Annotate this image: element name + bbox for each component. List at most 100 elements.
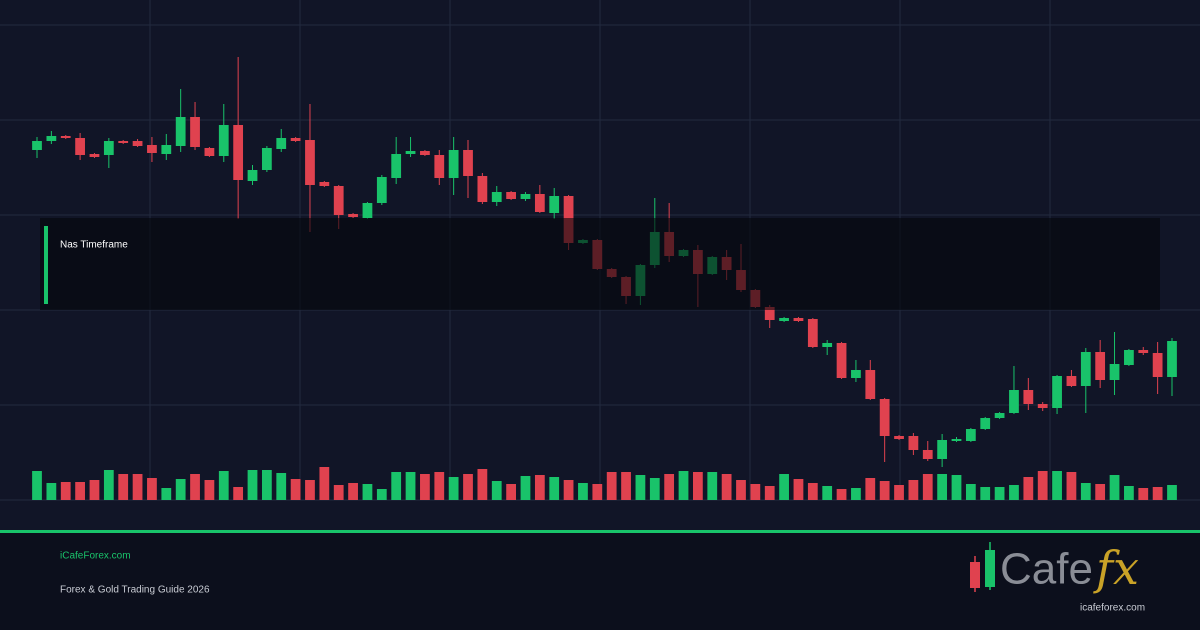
candle-body: [836, 343, 847, 378]
volume-bar: [405, 472, 416, 500]
volume-bar: [621, 472, 631, 500]
candle-body: [60, 136, 71, 138]
candle-body: [764, 307, 775, 320]
volume-bar: [1066, 472, 1077, 500]
candle-body: [506, 192, 516, 199]
candle-body: [879, 399, 890, 436]
candle-body: [822, 343, 833, 347]
volume-bar: [1080, 483, 1091, 500]
volume-bar: [736, 480, 746, 500]
volume-bar: [822, 486, 833, 500]
logo-icon: [970, 542, 995, 592]
volume-bar: [606, 472, 617, 500]
candle-body: [793, 318, 804, 321]
candle-body: [46, 136, 57, 141]
candle-body: [463, 150, 473, 176]
chart-label: Nas Timeframe: [60, 240, 128, 251]
volume-bar: [290, 479, 301, 500]
volume-bar: [161, 488, 172, 500]
volume-bar: [649, 478, 660, 500]
candle-body: [362, 203, 373, 218]
candle-body: [261, 148, 272, 170]
volume-bar: [865, 478, 876, 500]
volume-bar: [1109, 475, 1120, 500]
volume-bar: [89, 480, 100, 500]
volume-bar: [764, 486, 775, 500]
volume-bar: [549, 477, 560, 500]
candle-body: [865, 370, 876, 399]
volume-bar: [60, 482, 71, 500]
volume-bar: [75, 482, 85, 500]
volume-bar: [247, 470, 258, 500]
candle-body: [118, 141, 129, 143]
volume-bar: [1037, 471, 1048, 500]
volume-bar: [894, 485, 904, 500]
volume-bar: [204, 480, 215, 500]
volume-bar: [305, 480, 315, 500]
volume-bar: [1138, 488, 1149, 500]
volume-bar: [434, 472, 445, 500]
candle-body: [951, 439, 962, 441]
volume-bar: [664, 474, 675, 500]
volume-bar: [233, 487, 244, 500]
candle-body: [204, 148, 215, 156]
candle-body: [147, 145, 157, 153]
volume-bar: [376, 489, 387, 500]
candle-body: [1037, 404, 1048, 408]
candle-body: [75, 138, 85, 155]
volume-bar: [534, 475, 545, 500]
volume-bar: [750, 484, 761, 500]
volume-bar: [836, 489, 847, 500]
volume-bar: [980, 487, 991, 500]
candle-body: [448, 150, 459, 178]
candle-body: [1167, 341, 1177, 377]
label-accent: [44, 226, 48, 304]
volume-bar: [922, 474, 933, 500]
volume-bar: [132, 474, 143, 500]
candle-body: [103, 141, 114, 155]
volume-bar: [994, 487, 1005, 500]
volume-bar: [348, 483, 358, 500]
candle-body: [420, 151, 430, 155]
candle-body: [218, 125, 229, 156]
volume-bar: [707, 472, 718, 500]
candle-body: [161, 145, 172, 154]
divider: [0, 530, 1200, 533]
volume-bar: [693, 472, 703, 500]
logo-accent: fx: [1093, 541, 1139, 595]
candle-body: [994, 413, 1005, 418]
volume-bar: [779, 474, 789, 500]
candle-body: [376, 177, 387, 203]
volume-bar: [520, 476, 531, 500]
volume-bar: [563, 480, 574, 500]
candle-body: [937, 440, 948, 459]
volume-bar: [391, 472, 402, 500]
volume-bar: [1009, 485, 1019, 500]
volume-bar: [319, 467, 330, 500]
volume-bar: [1152, 487, 1163, 500]
candle-body: [1152, 353, 1163, 377]
candle-body: [1080, 352, 1091, 386]
volume-bar: [118, 474, 129, 500]
volume-bar: [261, 470, 272, 500]
volume-bar: [333, 485, 344, 500]
volume-bar: [276, 473, 287, 500]
volume-bar: [951, 475, 962, 500]
candle-body: [1124, 350, 1134, 365]
volume-bar: [1023, 477, 1034, 500]
volume-bar: [420, 474, 430, 500]
candle-body: [319, 182, 330, 186]
volume-bar: [1052, 471, 1062, 500]
candle-body: [779, 318, 789, 321]
volume-bar: [635, 475, 646, 500]
candle-body: [922, 450, 933, 459]
footer-tagline: Forex & Gold Trading Guide 2026: [60, 585, 210, 596]
volume-bar: [1124, 486, 1134, 500]
volume-bar: [1167, 485, 1177, 500]
candle-body: [348, 214, 358, 217]
volume-bar: [793, 479, 804, 500]
candle-body: [965, 429, 976, 441]
volume-bar: [190, 474, 200, 500]
candle-body: [534, 194, 545, 212]
